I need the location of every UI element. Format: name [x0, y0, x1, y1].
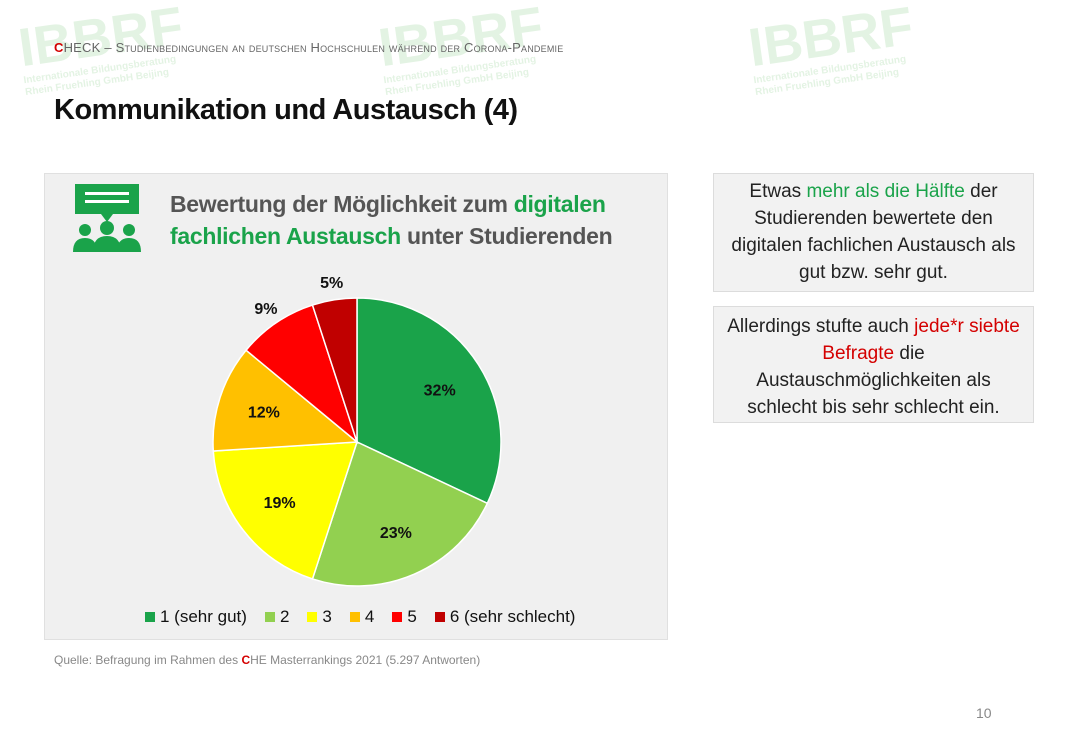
legend-label-3: 3: [322, 607, 332, 626]
pie-slice-1: [356, 297, 502, 505]
legend-label-5: 5: [407, 607, 417, 626]
pie-label-1: 32%: [424, 383, 456, 400]
watermark-line1: Internationale Bildungsberatung: [752, 53, 907, 87]
watermark-line1: Internationale Bildungsberatung: [382, 53, 537, 87]
pie-label-5: 9%: [254, 301, 277, 318]
legend-item-2: 2: [264, 607, 290, 627]
page-title: Kommunikation und Austausch (4): [54, 94, 518, 126]
legend-item-5: 5: [392, 607, 417, 627]
info-box-2-text1: Allerdings stufte auch: [727, 316, 915, 337]
chart-title: Bewertung der Möglichkeit zum digitalen …: [170, 188, 650, 252]
info-box-2-text2: die Austauschmöglichkeiten als schlecht …: [747, 343, 1000, 418]
pie-slice-4: [212, 349, 359, 452]
pie-label-6: 5%: [320, 275, 343, 292]
source-suffix: HE Masterrankings 2021 (5.297 Antworten): [250, 653, 481, 667]
legend-item-6: 6 (sehr schlecht): [434, 607, 576, 627]
pie-chart: 32% 23% 19% 12% 9% 5%: [212, 275, 502, 587]
chart-title-part1: Bewertung der Möglichkeit zum: [170, 191, 514, 217]
legend-label-6: 6 (sehr schlecht): [449, 607, 576, 626]
pie-slice-5: [244, 304, 359, 445]
info-box-2-highlight: jede*r siebte Befragte: [822, 316, 1020, 364]
legend-item-4: 4: [349, 607, 375, 627]
source-note: Quelle: Befragung im Rahmen des CHE Mast…: [54, 653, 480, 667]
chart-title-highlight: digitalen fachlichen Austausch: [170, 191, 606, 249]
pie-slice-2: [311, 440, 489, 587]
legend-swatch-1: [145, 612, 155, 622]
chart-title-part2: unter Studierenden: [400, 223, 613, 249]
info-box-majority: Etwas mehr als die Hälfte der Studierend…: [713, 173, 1034, 292]
legend-label-4: 4: [364, 607, 375, 626]
watermark: IBBRF Internationale Bildungsberatung Rh…: [745, 0, 919, 99]
source-prefix: Quelle: Befragung im Rahmen des: [54, 653, 242, 667]
chart-legend: 1 (sehr gut) 2 3 4 5 6 (sehr schlecht): [145, 607, 575, 627]
pie-slice-6: [311, 297, 358, 443]
info-box-seventh: Allerdings stufte auch jede*r siebte Bef…: [713, 306, 1034, 423]
info-box-1-text2: der Studierenden bewertete den digitalen…: [731, 181, 1016, 283]
chart-panel: Bewertung der Möglichkeit zum digitalen …: [44, 173, 668, 640]
watermark-line1: Internationale Bildungsberatung: [22, 53, 177, 87]
header-line: CHECK – Studienbedingungen an deutschen …: [54, 40, 563, 55]
legend-label-2: 2: [279, 607, 290, 626]
legend-item-1: 1 (sehr gut): [145, 607, 247, 627]
pie-label-4: 12%: [248, 405, 280, 422]
watermark-logo: IBBRF: [744, 0, 917, 79]
pie-label-2: 23%: [380, 525, 412, 542]
discussion-group-icon: [73, 184, 141, 252]
legend-item-3: 3: [307, 607, 332, 627]
watermark-line2: Rhein Fruehling GmbH Beijing: [754, 67, 900, 99]
header-brand-c: C: [54, 40, 64, 55]
legend-swatch-4: [349, 612, 360, 622]
info-box-1-text1: Etwas: [749, 181, 807, 202]
source-brand-c: C: [241, 653, 251, 667]
pie-label-3: 19%: [264, 495, 296, 512]
legend-swatch-6: [434, 612, 445, 622]
header-subtitle: – Studienbedingungen an deutschen Hochsc…: [100, 40, 564, 55]
header-brand-rest: HECK: [63, 40, 101, 55]
legend-swatch-2: [264, 612, 275, 622]
legend-swatch-3: [307, 612, 318, 622]
info-box-1-highlight: mehr als die Hälfte: [806, 181, 965, 202]
page-number: 10: [976, 705, 992, 721]
pie-slice-3: [212, 441, 359, 580]
legend-swatch-5: [392, 612, 403, 622]
legend-label-1: 1 (sehr gut): [160, 607, 247, 626]
